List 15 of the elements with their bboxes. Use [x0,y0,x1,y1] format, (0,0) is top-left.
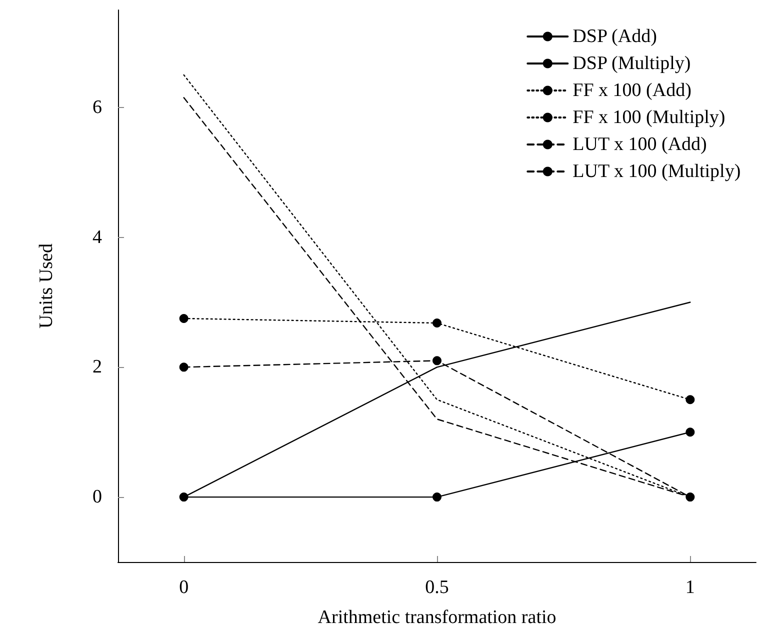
legend-label: FF x 100 (Add) [572,80,692,101]
x-tick-label: 1 [685,577,695,598]
legend-label: LUT x 100 (Add) [572,134,707,155]
x-tick-label: 0 [179,577,189,598]
y-tick-label: 6 [92,96,102,118]
y-axis-title: Units Used [36,243,57,328]
x-tick-label: 0.5 [425,577,449,598]
legend-label: LUT x 100 (Multiply) [572,161,741,182]
legend-label: DSP (Multiply) [572,53,691,74]
x-axis-title: Arithmetic transformation ratio [318,607,556,628]
legend-label: FF x 100 (Multiply) [572,107,726,128]
y-tick-label: 4 [92,226,102,248]
y-tick-label: 0 [92,486,102,508]
y-tick-label: 2 [92,356,102,378]
legend-label: DSP (Add) [572,26,657,47]
